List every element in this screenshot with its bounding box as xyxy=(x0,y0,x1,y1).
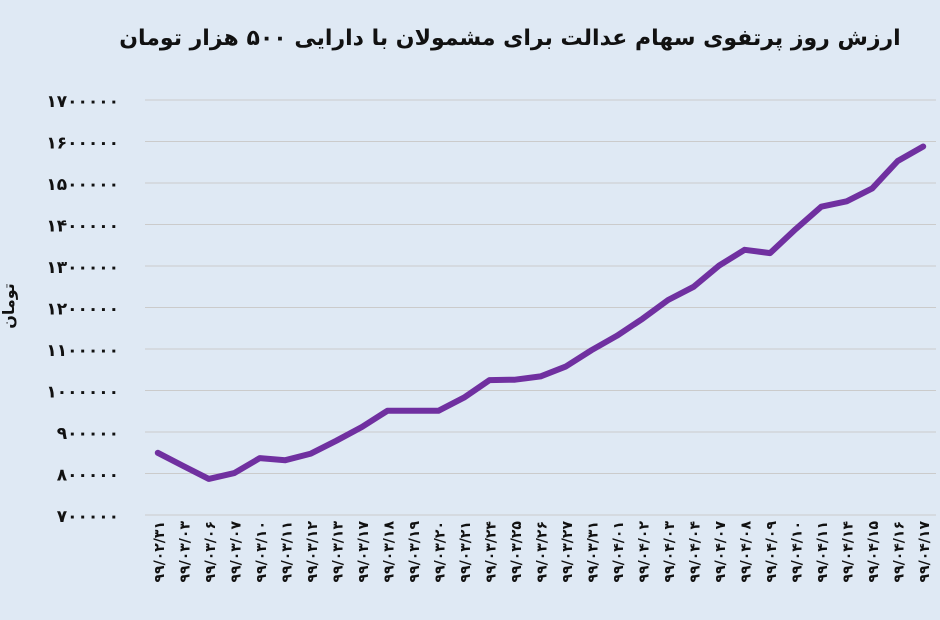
data-point xyxy=(538,373,543,379)
x-tick-label: ۹۹/۰۳/۰۷ xyxy=(228,521,244,583)
data-point xyxy=(461,395,467,401)
series-layer xyxy=(154,143,927,482)
x-tick-label: ۹۹/۰۴/۱۶ xyxy=(892,521,908,583)
data-point xyxy=(410,408,416,414)
x-tick-label: ۹۹/۰۳/۰۶ xyxy=(203,521,219,583)
x-tick-label: ۹۹/۰۳/۱۸ xyxy=(381,521,397,583)
x-tick-label: ۹۹/۰۴/۰۷ xyxy=(713,521,729,583)
x-tick-label: ۹۹/۰۴/۰۱ xyxy=(611,521,627,583)
data-point xyxy=(384,408,390,414)
data-point xyxy=(869,185,875,191)
x-tick-label: ۹۹/۰۳/۲۱ xyxy=(458,521,474,583)
x-tick-label: ۹۹/۰۴/۱۰ xyxy=(790,521,806,583)
x-tick-label: ۹۹/۰۴/۱۵ xyxy=(866,521,882,583)
x-tick-label: ۹۹/۰۳/۲۴ xyxy=(483,521,499,583)
x-tick-label: ۹۹/۰۳/۱۹ xyxy=(407,521,423,583)
series-line xyxy=(154,143,927,482)
y-tick-label: ۱۴۰۰۰۰۰ xyxy=(46,217,119,237)
data-point xyxy=(742,247,748,253)
gridlines xyxy=(145,99,936,516)
x-tick-label: ۹۹/۰۴/۰۲ xyxy=(637,521,653,583)
y-tick-label: ۱۵۰۰۰۰۰ xyxy=(46,175,119,195)
x-tick-label: ۹۹/۰۳/۰۳ xyxy=(177,521,193,583)
data-point xyxy=(512,377,518,383)
data-point xyxy=(180,463,186,469)
x-tick-label: ۹۹/۰۴/۰۸ xyxy=(739,521,755,583)
data-point xyxy=(435,408,441,414)
y-tick-label: ۹۰۰۰۰۰ xyxy=(57,424,119,444)
x-tick-label: ۹۹/۰۳/۱۳ xyxy=(330,521,346,583)
data-point xyxy=(793,226,799,232)
data-point xyxy=(665,297,671,303)
y-tick-label: ۸۰۰۰۰۰ xyxy=(57,466,119,486)
data-point xyxy=(589,347,595,353)
data-point xyxy=(844,198,850,204)
x-tick-label: ۹۹/۰۴/۱۷ xyxy=(917,521,933,583)
data-point xyxy=(257,455,263,461)
data-point xyxy=(282,457,288,463)
data-point xyxy=(359,424,365,430)
x-tick-label: ۹۹/۰۳/۲۰ xyxy=(432,521,448,583)
x-tick-label: ۹۹/۰۳/۱۰ xyxy=(254,521,270,583)
x-tick-label: ۹۹/۰۳/۲۷ xyxy=(560,521,576,583)
y-tick-label: ۱۲۰۰۰۰۰ xyxy=(46,300,119,320)
data-point xyxy=(486,377,492,383)
y-tick-label: ۱۶۰۰۰۰۰ xyxy=(46,134,119,154)
y-axis-tick-labels: ۷۰۰۰۰۰ ۸۰۰۰۰۰ ۹۰۰۰۰۰ ۱۰۰۰۰۰۰ ۱۱۰۰۰۰۰ ۱۲۰۰۰۰۰ ۱… xyxy=(46,92,119,527)
data-point xyxy=(206,476,212,482)
y-axis-label: تومان xyxy=(0,283,18,329)
x-tick-label: ۹۹/۰۳/۱۲ xyxy=(305,521,321,583)
data-point xyxy=(333,438,339,444)
data-point xyxy=(818,204,824,210)
data-point xyxy=(895,158,901,164)
x-tick-label: ۹۹/۰۴/۰۳ xyxy=(662,521,678,583)
chart-title: ارزش روز پرتفوی سهام عدالت برای مشمولان … xyxy=(119,26,901,51)
y-tick-label: ۷۰۰۰۰۰ xyxy=(57,507,119,527)
x-tick-label: ۹۹/۰۳/۱۱ xyxy=(279,521,295,583)
y-tick-label: ۱۱۰۰۰۰۰ xyxy=(46,341,119,361)
x-tick-label: ۹۹/۰۴/۰۹ xyxy=(764,521,780,583)
x-tick-label: ۹۹/۰۲/۳۱ xyxy=(152,521,168,583)
data-point xyxy=(716,263,722,269)
data-point xyxy=(691,284,697,290)
data-point xyxy=(640,316,646,322)
x-tick-label: ۹۹/۰۳/۲۵ xyxy=(509,521,525,583)
x-tick-label: ۹۹/۰۳/۲۶ xyxy=(535,521,551,583)
y-tick-label: ۱۷۰۰۰۰۰ xyxy=(46,92,119,112)
data-point xyxy=(767,250,773,256)
y-tick-label: ۱۰۰۰۰۰۰ xyxy=(46,383,119,403)
x-tick-label: ۹۹/۰۳/۳۱ xyxy=(586,521,602,583)
x-axis-tick-labels: ۹۹/۰۲/۳۱ ۹۹/۰۳/۰۳ ۹۹/۰۳/۰۶ ۹۹/۰۳/۰۷ ۹۹/۰۳/۱۰… xyxy=(152,521,933,583)
data-point xyxy=(920,143,926,149)
x-tick-label: ۹۹/۰۳/۱۷ xyxy=(356,521,372,583)
data-point xyxy=(308,451,314,457)
y-tick-label: ۱۳۰۰۰۰۰ xyxy=(46,258,119,278)
x-tick-label: ۹۹/۰۴/۱۴ xyxy=(841,521,857,583)
data-point xyxy=(563,363,569,369)
x-tick-label: ۹۹/۰۴/۰۴ xyxy=(688,521,704,583)
data-point xyxy=(231,470,237,476)
data-point xyxy=(614,333,620,339)
data-point xyxy=(155,450,161,456)
x-tick-label: ۹۹/۰۴/۱۱ xyxy=(815,521,831,583)
